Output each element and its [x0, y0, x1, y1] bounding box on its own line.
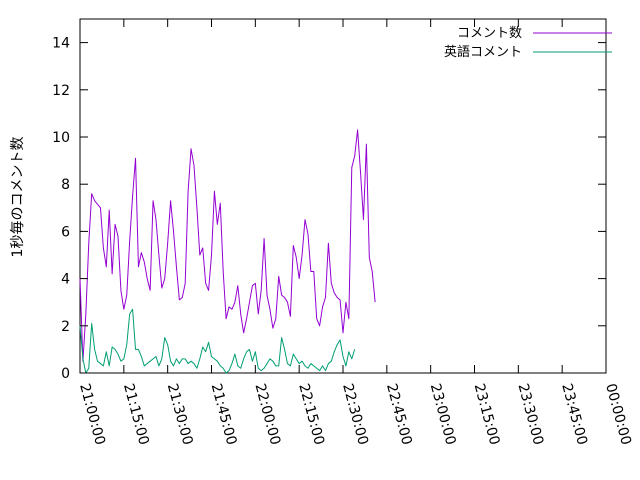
y-tick-label: 10 — [52, 130, 70, 146]
legend: コメント数 英語コメント — [444, 26, 612, 60]
x-tick-label: 21:30:00 — [164, 382, 196, 447]
x-tick-label: 21:45:00 — [208, 382, 240, 447]
y-tick-label: 14 — [52, 36, 70, 52]
x-tick-label: 22:00:00 — [251, 382, 283, 447]
x-tick-label: 23:30:00 — [514, 382, 546, 447]
y-tick-label: 4 — [61, 272, 70, 288]
x-tick-label: 21:00:00 — [76, 382, 108, 447]
x-tick-label: 22:15:00 — [295, 382, 327, 447]
x-tick-label: 00:00:00 — [602, 382, 634, 447]
series-line-0 — [79, 129, 376, 362]
x-tick-label: 23:15:00 — [471, 382, 503, 447]
series-line-1 — [79, 308, 356, 374]
x-tick-label: 21:15:00 — [120, 382, 152, 447]
x-tick-label: 22:45:00 — [383, 382, 415, 447]
legend-label-comment-count: コメント数 — [457, 26, 522, 41]
x-tick-label: 22:30:00 — [339, 382, 371, 447]
legend-label-english-comments: 英語コメント — [444, 44, 522, 60]
x-tick-label: 23:45:00 — [558, 382, 590, 447]
y-axis-label: 1秒毎のコメント数 — [10, 137, 26, 258]
y-tick-label: 6 — [61, 224, 70, 240]
y-tick-label: 0 — [61, 366, 70, 382]
y-tick-label: 12 — [52, 83, 70, 99]
y-tick-label: 2 — [61, 319, 70, 335]
x-tick-label: 23:00:00 — [427, 382, 459, 447]
y-tick-label: 8 — [61, 177, 70, 193]
plot-frame — [79, 18, 607, 374]
